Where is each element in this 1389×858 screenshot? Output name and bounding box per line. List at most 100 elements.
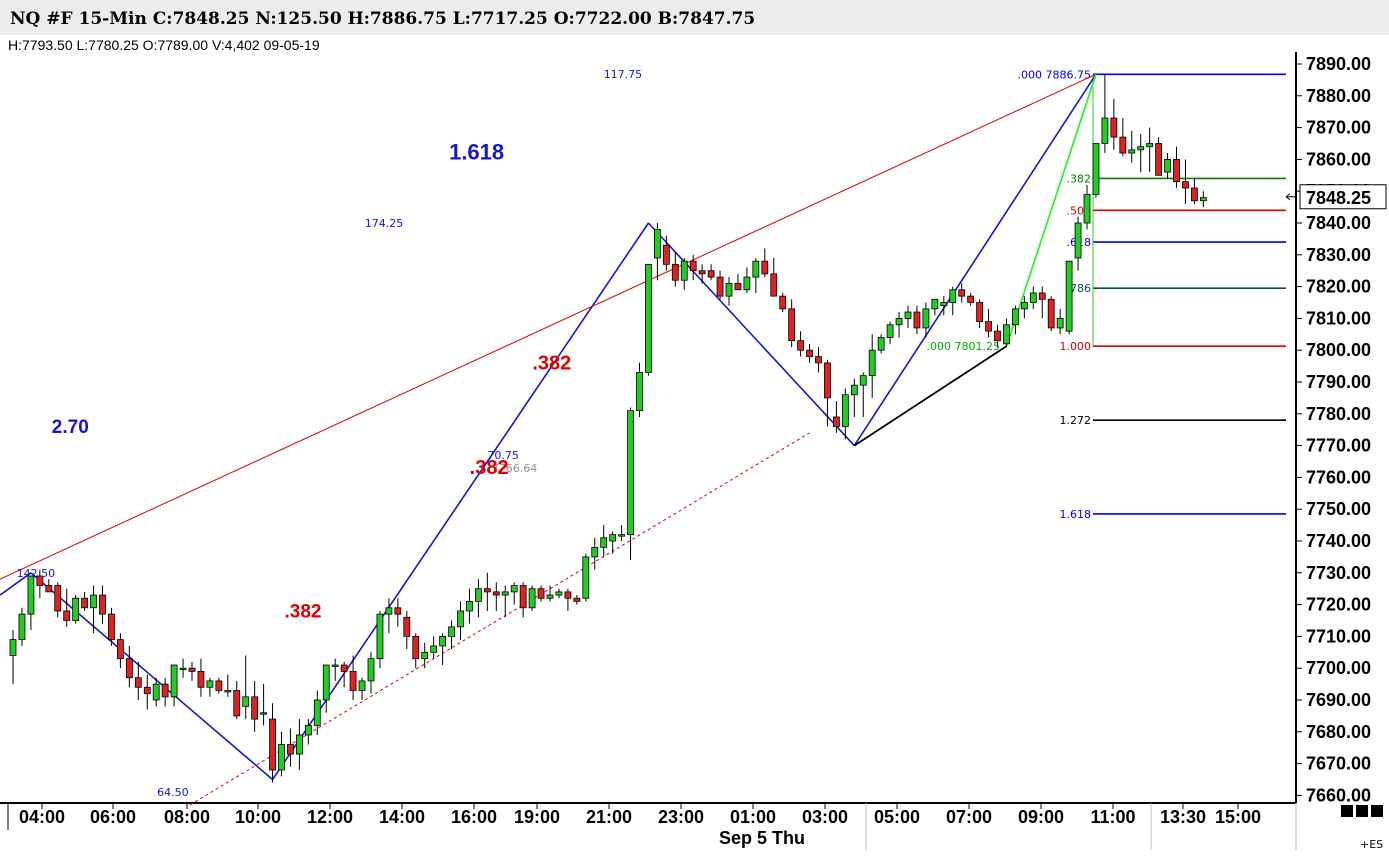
candle-body	[295, 734, 303, 755]
candle	[976, 299, 983, 328]
candle-body	[63, 610, 71, 621]
candle-body	[1173, 158, 1180, 183]
candle	[636, 362, 643, 417]
swing-label: 64.50	[157, 786, 189, 799]
candle-body	[1182, 181, 1189, 189]
candle-body	[188, 667, 196, 672]
candle-body	[582, 556, 590, 599]
candle-body	[394, 607, 402, 615]
candle-body	[474, 588, 482, 602]
y-tick-label: 7880.00	[1306, 86, 1371, 106]
candle-body	[1110, 117, 1118, 138]
candle	[483, 572, 491, 611]
candle	[1101, 73, 1109, 154]
candle	[448, 620, 455, 650]
fib-label: 1.000	[1060, 340, 1092, 353]
candle-body	[81, 597, 88, 609]
y-tick-label: 7820.00	[1306, 277, 1371, 297]
y-tick-label: 7890.00	[1306, 54, 1371, 74]
candle	[913, 305, 921, 335]
candle	[36, 569, 44, 599]
swing-label: 174.25	[365, 217, 404, 230]
window-box-icon	[1371, 805, 1383, 817]
candle-body	[752, 260, 760, 278]
candle	[1199, 191, 1207, 208]
candle-body	[278, 744, 285, 771]
y-tick-label: 7800.00	[1306, 340, 1371, 360]
fib-label: 1.618	[1060, 508, 1092, 521]
candle-body	[528, 588, 536, 609]
candle	[689, 254, 697, 281]
candle-body	[537, 588, 545, 599]
red-trend-line	[0, 73, 1097, 580]
candle-body	[555, 591, 563, 596]
candle	[251, 680, 259, 732]
candle	[994, 324, 1001, 348]
candle	[922, 302, 930, 338]
x-tick-label: 04:00	[19, 807, 65, 827]
candle-body	[18, 613, 26, 640]
candle	[466, 588, 473, 624]
candle	[27, 575, 35, 631]
candle	[788, 299, 796, 348]
y-tick-label: 7840.00	[1306, 213, 1371, 233]
candle	[1083, 184, 1091, 230]
candle	[824, 359, 831, 427]
candle-body	[546, 594, 554, 599]
x-tick-label: 10:00	[235, 807, 281, 827]
candle-body	[376, 613, 384, 660]
candle	[358, 677, 366, 700]
candle	[117, 633, 124, 669]
candle	[725, 277, 733, 306]
candle	[806, 343, 813, 363]
candle	[1038, 286, 1046, 319]
candle-body	[510, 585, 518, 593]
zigzag-line	[647, 222, 855, 447]
candle-body	[770, 273, 778, 297]
x-tick-label: 06:00	[90, 807, 136, 827]
y-tick-label: 7860.00	[1306, 149, 1371, 169]
candle	[143, 674, 151, 710]
candle-body	[645, 263, 652, 373]
candle	[609, 531, 617, 554]
candle	[161, 677, 169, 707]
candle	[313, 690, 321, 735]
candle-body	[618, 534, 625, 537]
candle-body	[483, 588, 491, 593]
candle-body	[385, 607, 393, 615]
green-leg-line	[1005, 74, 1097, 347]
candle	[600, 525, 608, 557]
candle	[537, 585, 545, 602]
candle-body	[349, 670, 357, 691]
candle	[1003, 318, 1010, 348]
candle-body	[716, 276, 724, 297]
candle	[546, 585, 554, 602]
x-tick-label: 11:00	[1090, 807, 1135, 827]
candle-body	[591, 546, 599, 558]
fib-label: .000 7886.75	[1018, 68, 1091, 81]
candle-body	[859, 375, 867, 386]
x-tick-label: 01:00	[730, 807, 776, 827]
candle-body	[841, 394, 849, 427]
candle-body	[72, 597, 80, 621]
candle	[295, 719, 303, 770]
candle	[1146, 127, 1154, 173]
candle	[859, 372, 867, 417]
x-tick-label: 07:00	[946, 807, 992, 827]
candle	[716, 270, 724, 300]
y-tick-label: 7780.00	[1306, 404, 1371, 424]
grid	[0, 52, 1297, 830]
candle-body	[90, 594, 97, 609]
candle-body	[1065, 260, 1073, 332]
zigzag-line	[271, 222, 650, 780]
candle	[501, 585, 509, 618]
candle-body	[725, 283, 733, 297]
candle-body	[1137, 146, 1145, 151]
candle	[743, 267, 751, 293]
candle	[1128, 130, 1136, 163]
candle-body	[1092, 143, 1100, 195]
ratio-label: 2.70	[52, 417, 89, 438]
candle-body	[170, 664, 178, 698]
candle-body	[519, 585, 527, 609]
